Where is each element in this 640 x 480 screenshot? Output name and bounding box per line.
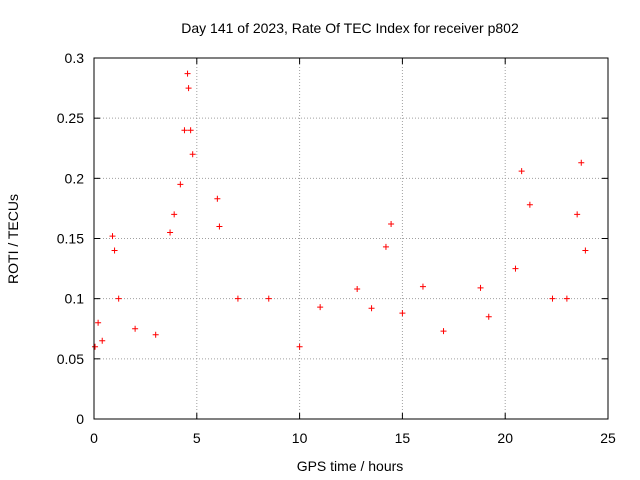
data-point — [111, 247, 118, 254]
x-tick-label: 5 — [193, 430, 201, 446]
y-tick-label: 0.15 — [57, 231, 84, 247]
axis-ticks: 0 5 10 15 20 25 0 0.05 0.1 0.15 0.2 0.25 0.3 — [57, 50, 616, 446]
data-point — [526, 201, 533, 208]
data-point — [440, 328, 447, 335]
data-point — [92, 343, 99, 350]
x-tick-label: 0 — [90, 430, 98, 446]
data-point — [171, 211, 178, 218]
x-tick-label: 20 — [497, 430, 513, 446]
data-point — [115, 295, 122, 302]
y-tick-label: 0.05 — [57, 351, 84, 367]
data-point — [216, 223, 223, 230]
data-point — [354, 286, 361, 293]
data-point — [189, 151, 196, 158]
y-tick-label: 0.3 — [65, 50, 85, 66]
y-tick-label: 0.2 — [65, 170, 85, 186]
data-point — [167, 229, 174, 236]
data-point — [214, 195, 221, 202]
data-point — [382, 243, 389, 250]
data-point — [419, 283, 426, 290]
data-point — [185, 85, 192, 92]
data-point — [399, 310, 406, 317]
data-point — [578, 159, 585, 166]
x-tick-label: 15 — [395, 430, 411, 446]
data-point — [95, 319, 102, 326]
data-point — [184, 70, 191, 77]
data-point — [485, 313, 492, 320]
data-point — [582, 247, 589, 254]
x-tick-label: 25 — [600, 430, 616, 446]
data-point — [518, 168, 525, 175]
data-point — [368, 305, 375, 312]
y-tick-label: 0.1 — [65, 291, 85, 307]
plot-frame — [93, 57, 609, 420]
data-points — [92, 70, 589, 350]
data-point — [477, 284, 484, 291]
data-point — [549, 295, 556, 302]
data-point — [574, 211, 581, 218]
data-point — [132, 325, 139, 332]
x-axis-label: GPS time / hours — [297, 458, 404, 474]
data-point — [296, 343, 303, 350]
chart-title: Day 141 of 2023, Rate Of TEC Index for r… — [181, 20, 519, 36]
y-tick-label: 0.25 — [57, 110, 84, 126]
data-point — [563, 295, 570, 302]
data-point — [152, 331, 159, 338]
data-point — [234, 295, 241, 302]
data-point — [388, 221, 395, 228]
data-point — [187, 127, 194, 134]
grid-lines — [94, 58, 608, 419]
data-point — [177, 181, 184, 188]
data-point — [99, 337, 106, 344]
y-tick-label: 0 — [76, 411, 84, 427]
y-axis-label: ROTI / TECUs — [5, 194, 21, 284]
data-point — [512, 265, 519, 272]
data-point — [317, 304, 324, 311]
data-point — [265, 295, 272, 302]
x-tick-label: 10 — [292, 430, 308, 446]
data-point — [109, 233, 116, 240]
data-point — [181, 127, 188, 134]
